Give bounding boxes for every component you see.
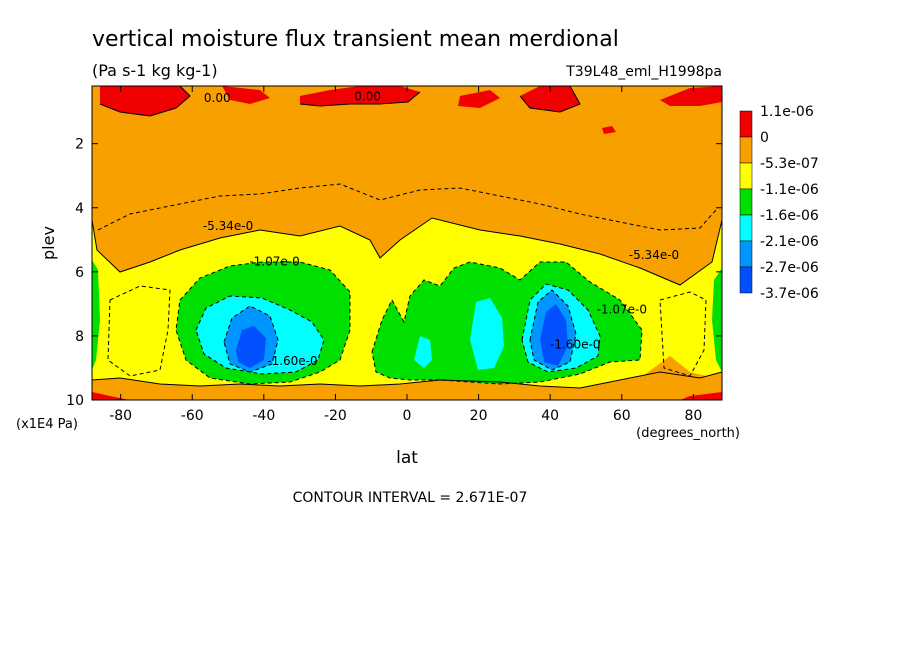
chart-subtitle: (Pa s-1 kg kg-1) bbox=[92, 61, 218, 80]
y-tick-label: 4 bbox=[75, 201, 84, 217]
legend-label: -5.3e-07 bbox=[760, 156, 819, 172]
legend-label: -2.7e-06 bbox=[760, 260, 819, 276]
y-tick-label: 6 bbox=[75, 265, 84, 281]
legend-label: -3.7e-06 bbox=[760, 286, 819, 302]
band-red-top bbox=[100, 86, 722, 134]
contour-label: -1.07e-0 bbox=[249, 254, 299, 268]
legend-label: 0 bbox=[760, 130, 769, 146]
contour-label: 0.00 bbox=[204, 91, 231, 105]
legend-swatch bbox=[739, 188, 753, 216]
chart-title: vertical moisture flux transient mean me… bbox=[92, 27, 619, 52]
band-cyan-east bbox=[712, 268, 722, 372]
run-label: T39L48_eml_H1998pa bbox=[565, 64, 722, 80]
x-tick-label: -80 bbox=[109, 408, 132, 424]
legend-swatch bbox=[739, 162, 753, 190]
y-tick-label: 10 bbox=[66, 393, 84, 409]
x-tick-label: 80 bbox=[684, 408, 702, 424]
band-cyan-eq bbox=[414, 298, 504, 370]
y-axis-units: (x1E4 Pa) bbox=[16, 417, 78, 432]
x-tick-label: 0 bbox=[403, 408, 412, 424]
legend-swatch bbox=[739, 266, 753, 294]
legend: 1.1e-06 0 -5.3e-07 -1.1e-06 -1.6e-06 -2.1e-06… bbox=[739, 104, 819, 302]
legend-label: -2.1e-06 bbox=[760, 234, 819, 250]
band-orange-lower bbox=[92, 356, 722, 400]
contour-interval-footer: CONTOUR INTERVAL = 2.671E-07 bbox=[293, 490, 528, 506]
x-tick-label: 40 bbox=[541, 408, 559, 424]
legend-swatch bbox=[739, 214, 753, 242]
x-tick-label: -40 bbox=[252, 408, 275, 424]
plot-area bbox=[92, 86, 722, 400]
band-cyan-west bbox=[92, 260, 100, 370]
legend-swatch bbox=[739, 240, 753, 268]
x-axis-units: (degrees_north) bbox=[636, 426, 740, 441]
legend-swatch bbox=[739, 110, 753, 138]
y-tick-label: 8 bbox=[75, 329, 84, 345]
y-axis: 2 4 6 8 10 bbox=[66, 137, 722, 409]
contour-label: -1.07e-0 bbox=[597, 302, 647, 316]
contour-label: -5.34e-0 bbox=[629, 248, 679, 262]
legend-label: 1.1e-06 bbox=[760, 104, 814, 120]
contour-lines bbox=[92, 86, 722, 389]
legend-label: -1.6e-06 bbox=[760, 208, 819, 224]
contour-labels: 0.00 0.00 -5.34e-0 -1.07e-0 -1.60e-0 -5.34e-0… bbox=[203, 89, 679, 367]
x-axis-label: lat bbox=[396, 448, 418, 468]
contour-label: 0.00 bbox=[354, 89, 381, 103]
x-tick-label: -60 bbox=[181, 408, 204, 424]
contour-label: -1.60e-0 bbox=[267, 354, 317, 368]
contour-label: -5.34e-0 bbox=[203, 219, 253, 233]
x-tick-label: 20 bbox=[470, 408, 488, 424]
band-darkblue-south bbox=[236, 326, 266, 368]
legend-swatch bbox=[739, 136, 753, 164]
legend-label: -1.1e-06 bbox=[760, 182, 819, 198]
y-axis-label: plev bbox=[39, 226, 58, 260]
x-axis: -80 -60 -40 -20 0 20 40 60 80 bbox=[109, 86, 702, 424]
y-tick-label: 2 bbox=[75, 137, 84, 153]
x-tick-label: 60 bbox=[613, 408, 631, 424]
contour-label: -1.60e-0 bbox=[550, 338, 600, 352]
band-darkblue-north bbox=[540, 304, 568, 366]
x-tick-label: -20 bbox=[324, 408, 347, 424]
